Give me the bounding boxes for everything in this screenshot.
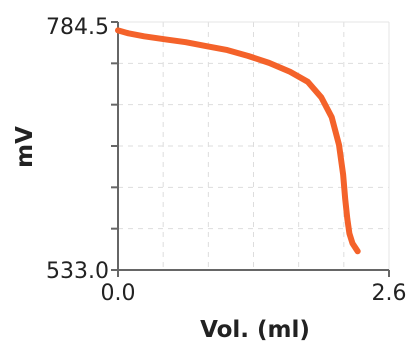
- series-line-0: [115, 27, 361, 255]
- x-tick-label-right: 2.6: [372, 281, 407, 306]
- x-tick-label-left: 0.0: [101, 281, 136, 306]
- axes: [111, 21, 390, 277]
- y-axis-title: mV: [12, 126, 38, 168]
- y-tick-label-bottom: 533.0: [46, 259, 109, 284]
- x-axis-title: Vol. (ml): [200, 317, 310, 343]
- y-tick-label-top: 784.5: [46, 15, 109, 40]
- grid: [118, 21, 390, 270]
- series-layer: [115, 27, 361, 255]
- tick-labels: 784.5 533.0 0.0 2.6: [46, 15, 406, 306]
